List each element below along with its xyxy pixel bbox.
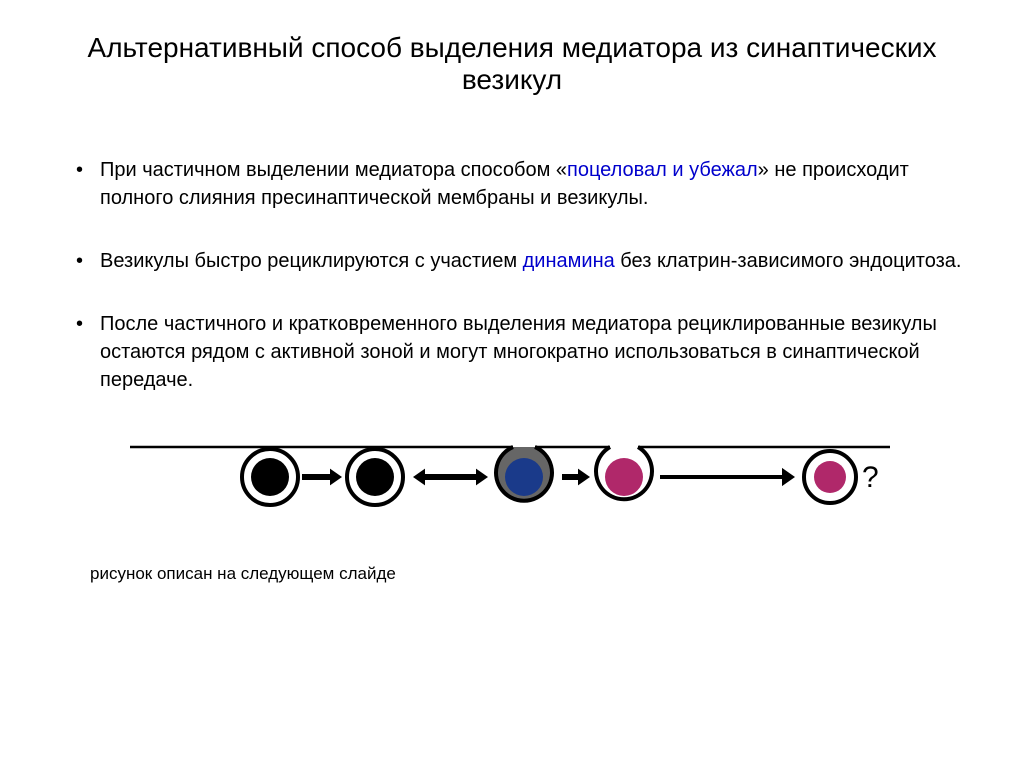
- svg-text:?: ?: [862, 461, 879, 494]
- bullet-text: При частичном выделении медиатора способ…: [100, 159, 567, 181]
- slide-title: Альтернативный способ выделения медиатор…: [50, 32, 974, 96]
- diagram-caption: рисунок описан на следующем слайде: [90, 564, 974, 584]
- bullet-item: После частичного и кратковременного выде…: [70, 310, 974, 394]
- bullet-text: Везикулы быстро рециклируются с участием: [100, 250, 523, 272]
- bullet-list: При частичном выделении медиатора способ…: [70, 156, 974, 394]
- diagram-svg: ?: [130, 429, 890, 529]
- bullet-item: При частичном выделении медиатора способ…: [70, 156, 974, 212]
- bullet-text-highlight: поцеловал и убежал: [567, 159, 758, 181]
- bullet-text: После частичного и кратковременного выде…: [100, 313, 937, 391]
- vesicle-diagram: ?: [50, 429, 974, 534]
- bullet-text: без клатрин-зависимого эндоцитоза.: [615, 250, 962, 272]
- bullet-item: Везикулы быстро рециклируются с участием…: [70, 247, 974, 275]
- bullet-text-highlight: динамина: [523, 250, 615, 272]
